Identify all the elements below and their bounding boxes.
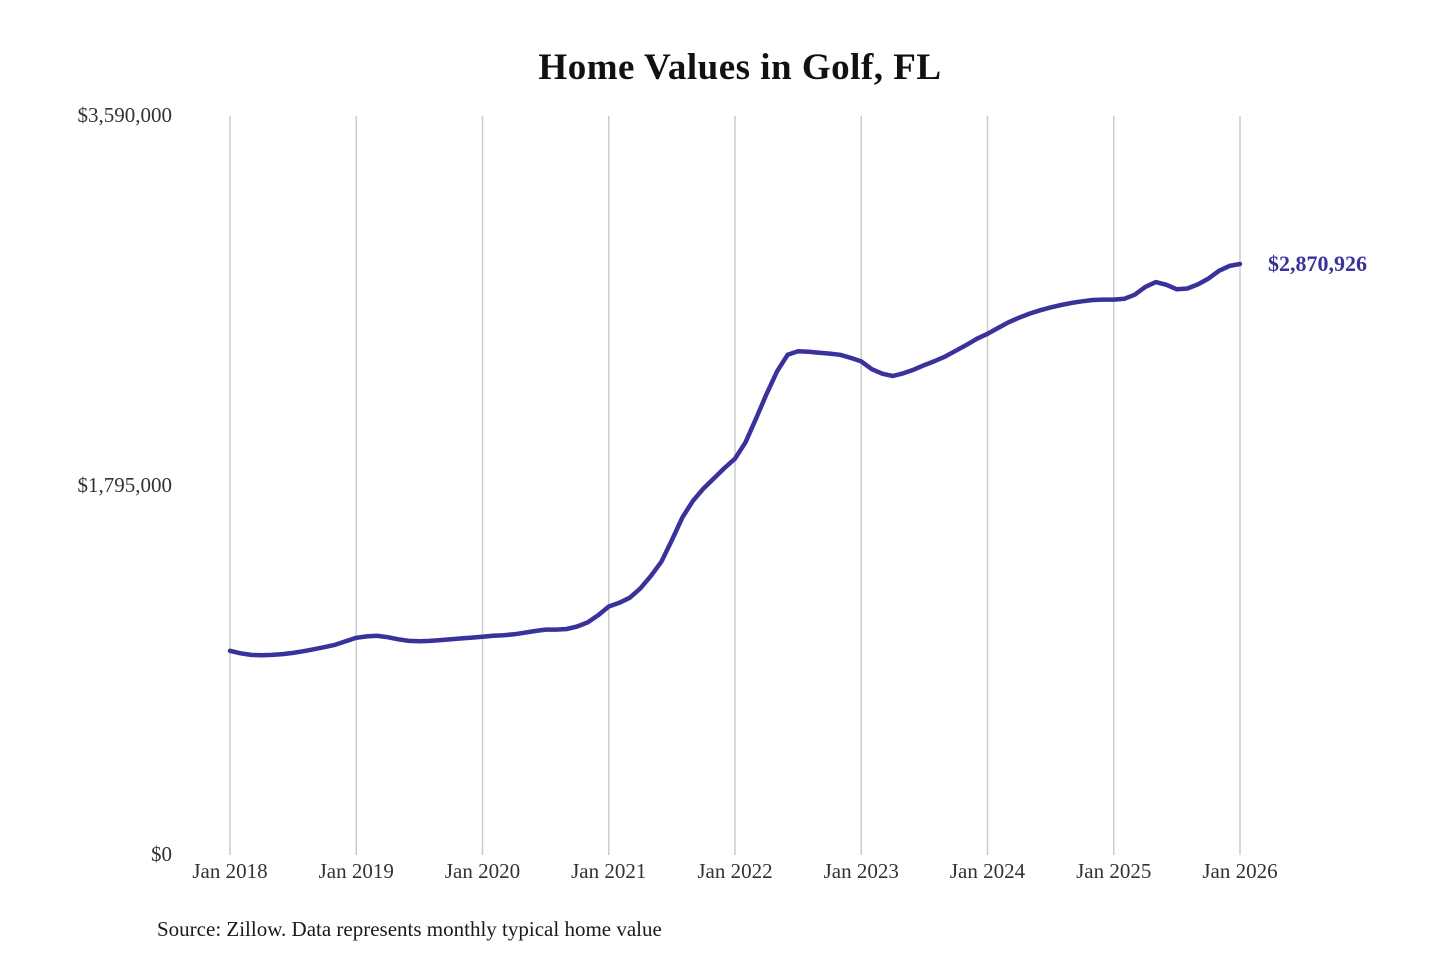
x-tick-label: Jan 2020	[444, 859, 521, 883]
home-value-line-series	[227, 261, 1243, 658]
x-tick-label: Jan 2019	[318, 859, 394, 883]
x-tick-label: Jan 2023	[823, 859, 899, 883]
chart-title: Home Values in Golf, FL	[538, 47, 942, 88]
vertical-gridlines	[229, 116, 1241, 855]
y-tick-label: $3,590,000	[77, 103, 173, 127]
x-tick-label: Jan 2025	[1076, 859, 1152, 883]
x-tick-label: Jan 2021	[571, 859, 647, 883]
x-tick-label: Jan 2024	[949, 859, 1026, 883]
y-tick-label: $0	[151, 842, 172, 866]
x-tick-label: Jan 2026	[1202, 859, 1278, 883]
y-tick-label: $1,795,000	[77, 472, 173, 497]
x-tick-label: Jan 2018	[192, 859, 268, 883]
latest-value-label: $2,870,926	[1268, 251, 1367, 277]
x-tick-label: Jan 2022	[697, 859, 773, 883]
source-note: Source: Zillow. Data represents monthly …	[157, 917, 662, 941]
